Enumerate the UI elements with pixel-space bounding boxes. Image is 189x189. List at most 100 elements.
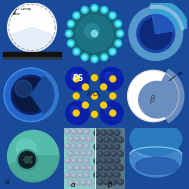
Circle shape [72, 130, 74, 132]
Circle shape [66, 67, 89, 91]
Circle shape [82, 181, 84, 183]
Circle shape [69, 42, 72, 45]
Circle shape [101, 6, 108, 13]
Wedge shape [44, 72, 58, 118]
Circle shape [92, 93, 97, 99]
Circle shape [69, 152, 71, 154]
Circle shape [81, 151, 86, 156]
Text: $MO_x$: $MO_x$ [86, 90, 103, 100]
Circle shape [104, 151, 110, 157]
Circle shape [115, 40, 122, 47]
Circle shape [74, 151, 80, 156]
Circle shape [19, 152, 35, 168]
Circle shape [119, 166, 121, 168]
Text: $\alpha$: $\alpha$ [177, 70, 183, 77]
Circle shape [91, 56, 98, 63]
Circle shape [105, 72, 113, 81]
Circle shape [114, 144, 120, 150]
Circle shape [108, 131, 111, 133]
Circle shape [16, 139, 36, 159]
Circle shape [95, 159, 97, 161]
Circle shape [73, 76, 79, 82]
Circle shape [66, 144, 68, 147]
Circle shape [111, 151, 117, 157]
Circle shape [66, 30, 72, 37]
Circle shape [107, 130, 113, 136]
Circle shape [79, 174, 81, 176]
Circle shape [112, 152, 114, 154]
Text: $\beta$: $\beta$ [149, 93, 156, 106]
Circle shape [110, 93, 116, 99]
Circle shape [71, 143, 77, 149]
Circle shape [74, 165, 80, 171]
Circle shape [104, 137, 110, 143]
Circle shape [108, 173, 111, 175]
Circle shape [102, 131, 104, 133]
Text: PS: PS [72, 74, 83, 83]
Ellipse shape [130, 140, 182, 177]
Circle shape [68, 136, 74, 142]
Circle shape [72, 144, 74, 147]
Circle shape [9, 4, 55, 51]
FancyBboxPatch shape [94, 128, 125, 189]
Circle shape [68, 151, 74, 156]
Circle shape [82, 84, 88, 90]
Circle shape [118, 165, 123, 171]
Circle shape [111, 165, 117, 171]
Circle shape [82, 167, 84, 169]
Circle shape [71, 72, 79, 81]
FancyBboxPatch shape [3, 52, 61, 58]
Circle shape [104, 165, 110, 171]
Circle shape [101, 54, 108, 60]
Circle shape [108, 159, 111, 161]
Circle shape [100, 67, 123, 91]
Circle shape [112, 138, 114, 140]
Circle shape [74, 180, 80, 186]
Circle shape [75, 167, 78, 169]
Circle shape [15, 80, 32, 97]
Ellipse shape [136, 157, 178, 174]
Circle shape [71, 158, 77, 164]
Circle shape [140, 18, 172, 49]
Circle shape [94, 144, 100, 150]
Circle shape [111, 50, 114, 53]
Circle shape [81, 136, 86, 142]
Circle shape [84, 143, 90, 149]
Circle shape [67, 32, 70, 35]
Circle shape [71, 129, 77, 135]
Circle shape [81, 165, 86, 171]
Text: $\alpha$: $\alpha$ [70, 181, 76, 189]
Circle shape [69, 22, 72, 25]
Circle shape [25, 162, 26, 163]
Circle shape [111, 137, 117, 143]
Circle shape [105, 180, 107, 182]
Circle shape [93, 6, 96, 9]
Circle shape [84, 173, 90, 178]
Circle shape [78, 129, 83, 135]
Circle shape [78, 143, 83, 149]
Circle shape [97, 179, 103, 185]
Circle shape [82, 152, 84, 154]
Circle shape [101, 158, 107, 164]
Circle shape [81, 6, 88, 13]
Circle shape [83, 56, 86, 59]
Circle shape [65, 143, 70, 149]
Circle shape [139, 81, 175, 118]
Circle shape [111, 14, 114, 17]
Circle shape [31, 157, 32, 158]
Circle shape [75, 152, 78, 154]
Circle shape [84, 129, 90, 135]
Circle shape [84, 158, 90, 164]
Circle shape [65, 173, 70, 178]
Circle shape [85, 130, 87, 132]
Circle shape [114, 158, 120, 164]
Circle shape [87, 165, 93, 171]
Circle shape [92, 111, 97, 117]
Circle shape [137, 15, 175, 52]
Circle shape [98, 138, 101, 140]
Circle shape [67, 40, 74, 47]
Circle shape [118, 151, 123, 157]
Circle shape [87, 151, 93, 156]
Circle shape [26, 159, 28, 160]
Circle shape [117, 42, 120, 45]
